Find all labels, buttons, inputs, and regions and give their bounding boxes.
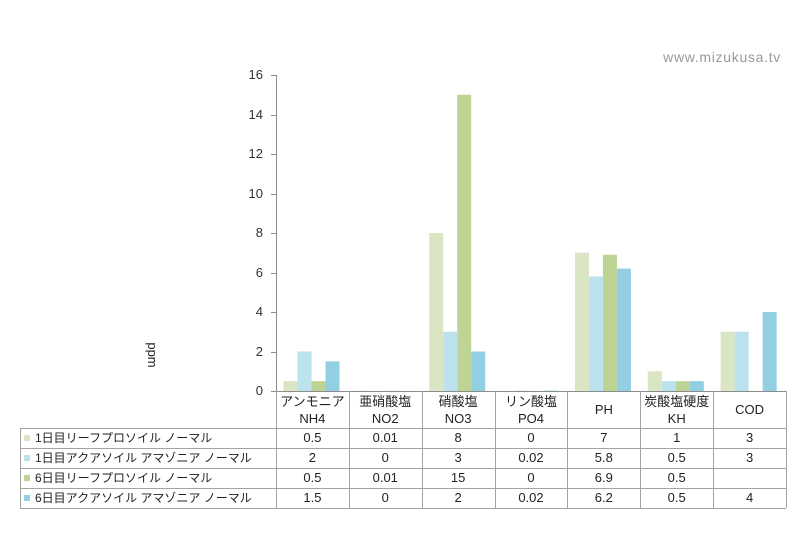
legend-label: 1日目アクアソイル アマゾニア ノーマル [35,451,252,465]
table-grid [20,391,787,509]
data-table-cell: 6.9 [594,470,613,485]
bar-series-4-3 [471,351,486,391]
legend-entry: 1日目アクアソイル アマゾニア ノーマル [20,448,274,468]
data-table-cell: 0 [527,430,535,445]
bar-series-4-5 [616,268,631,391]
data-table-cell: 1.5 [303,490,322,505]
bar-series-1-3 [429,233,444,391]
y-tick-label: 6 [255,264,263,280]
y-tick-label: 16 [248,67,263,82]
data-table-cell: 2 [308,450,317,465]
bar-series-1-5 [574,252,589,391]
bar-series-1-6 [647,371,662,391]
y-tick-label: 2 [255,343,263,359]
bars-group [283,94,777,392]
bar-series-2-1 [297,351,312,391]
bar-series-2-6 [661,381,676,392]
data-table-cell: 1 [673,430,681,445]
category-label-cell: 炭酸塩硬度 KH [640,391,713,428]
data-table-cell: 0 [381,450,389,465]
data-table-cell: 0.5 [667,490,686,505]
bar-series-4-1 [325,361,340,392]
category-label: 硝酸塩 NO3 [438,393,478,426]
data-table-cell: 4 [745,490,754,505]
bar-series-3-3 [457,94,472,391]
legend-entry: 6日目リーフプロソイル ノーマル [20,468,274,488]
data-table-cell: 0.01 [372,470,398,485]
data-table-cell: 0.02 [518,450,544,465]
legend-key-swatch [24,455,30,461]
legend-label: 1日目リーフプロソイル ノーマル [35,431,213,445]
category-label-cell: COD [713,391,786,428]
data-table-cell: 15 [450,470,466,485]
data-table-cell: 3 [454,450,462,465]
bar-series-4-7 [762,312,777,391]
data-table-cell: 8 [454,430,462,445]
bar-series-3-6 [675,381,690,392]
legend-key-swatch [24,475,30,481]
watermark: www.mizukusa.tv [663,49,781,65]
data-table-cell: 6.2 [594,490,613,505]
y-tick-label: 8 [255,225,263,240]
bar-series-3-5 [602,254,617,391]
bar-series-1-7 [720,331,735,391]
legend-entry: 1日目リーフプロソイル ノーマル [20,428,274,448]
y-tick-label: 14 [248,106,263,122]
legend-key-swatch [24,435,30,441]
category-label: 亜硝酸塩 NO2 [359,393,412,426]
legend-key-swatch [24,495,30,501]
legend-entry: 6日目アクアソイル アマゾニア ノーマル [20,488,274,508]
data-table-cell: 0.02 [518,490,544,505]
bar-series-2-7 [734,331,749,391]
y-tick-label: 4 [255,304,263,319]
y-tick-label: 10 [248,185,263,201]
category-label: COD [735,402,764,417]
data-table-cell: 0 [527,470,535,485]
category-label-cell: 硝酸塩 NO3 [422,391,495,428]
category-label-cell: 亜硝酸塩 NO2 [349,391,422,428]
y-axis [271,75,277,392]
data-table-cell: 0.5 [303,470,322,485]
bar-series-2-3 [443,331,458,391]
y-tick-label: 0 [255,383,263,398]
data-table-cell: 0 [381,490,389,505]
data-table-cell: 0.5 [667,450,686,465]
category-label: PH [594,402,613,417]
data-table-cell: 5.8 [594,450,613,465]
bar-series-1-1 [283,381,298,392]
data-table-cell: 3 [745,430,754,445]
category-label: リン酸塩 PO4 [504,393,557,426]
data-table-cell: 3 [745,450,754,465]
category-label: 炭酸塩硬度 KH [644,393,710,426]
category-label-cell: リン酸塩 PO4 [495,391,568,428]
legend-label: 6日目アクアソイル アマゾニア ノーマル [35,491,252,505]
bar-series-4-6 [689,381,704,392]
category-label-cell: PH [567,391,640,428]
data-table-cell [713,468,786,488]
bar-series-2-5 [588,276,603,391]
legend-label: 6日目リーフプロソイル ノーマル [35,471,213,485]
data-table-cell: 7 [600,430,608,445]
y-tick-label: 12 [248,146,263,161]
y-axis-label: ppm [145,342,160,368]
bar-series-3-1 [311,381,326,392]
data-table-cell: 0.01 [372,430,398,445]
category-label-cell: アンモニア NH4 [276,391,349,428]
data-table-cell: 2 [454,490,462,505]
category-label: アンモニア NH4 [280,393,345,426]
data-table-cell: 0.5 [303,430,322,445]
data-table-cell: 0.5 [667,470,686,485]
